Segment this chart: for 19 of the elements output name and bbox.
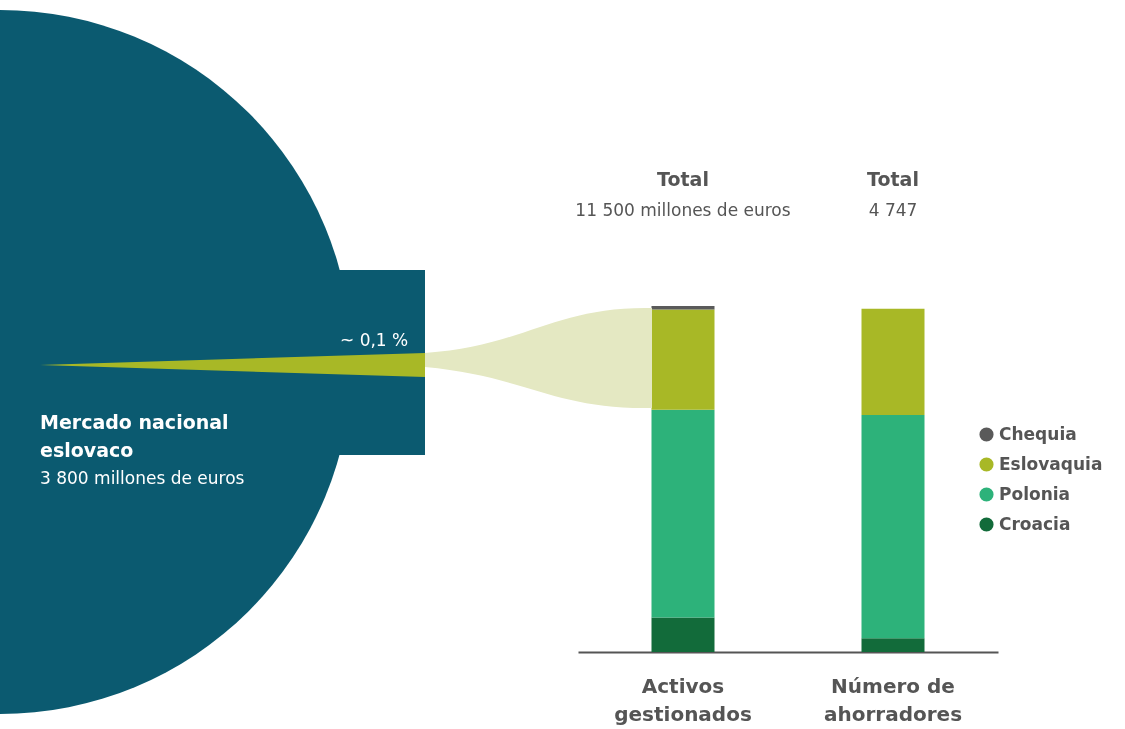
x-tick-label: Activos gestionados xyxy=(614,673,752,726)
bar xyxy=(861,414,925,639)
bar xyxy=(651,309,715,410)
x-tick-label: Número de ahorradores xyxy=(823,673,963,726)
legend-label: Chequia xyxy=(999,423,1077,444)
legend-label: Eslovaquia xyxy=(999,453,1103,474)
bar xyxy=(861,638,925,652)
legend-label: Croacia xyxy=(999,513,1071,534)
text: Total xyxy=(657,168,709,190)
legend-label: Polonia xyxy=(999,483,1071,504)
bar xyxy=(651,617,715,652)
text: 4 747 xyxy=(868,200,918,220)
text: 11 500 millones de euros xyxy=(575,200,791,220)
text: Total xyxy=(867,168,919,190)
text: 3 800 millones de euros xyxy=(40,468,245,488)
bar xyxy=(861,308,925,415)
text: ~ 0,1 % xyxy=(340,330,409,350)
bar xyxy=(651,409,715,618)
text: Mercado nacional eslovaco xyxy=(40,410,230,463)
